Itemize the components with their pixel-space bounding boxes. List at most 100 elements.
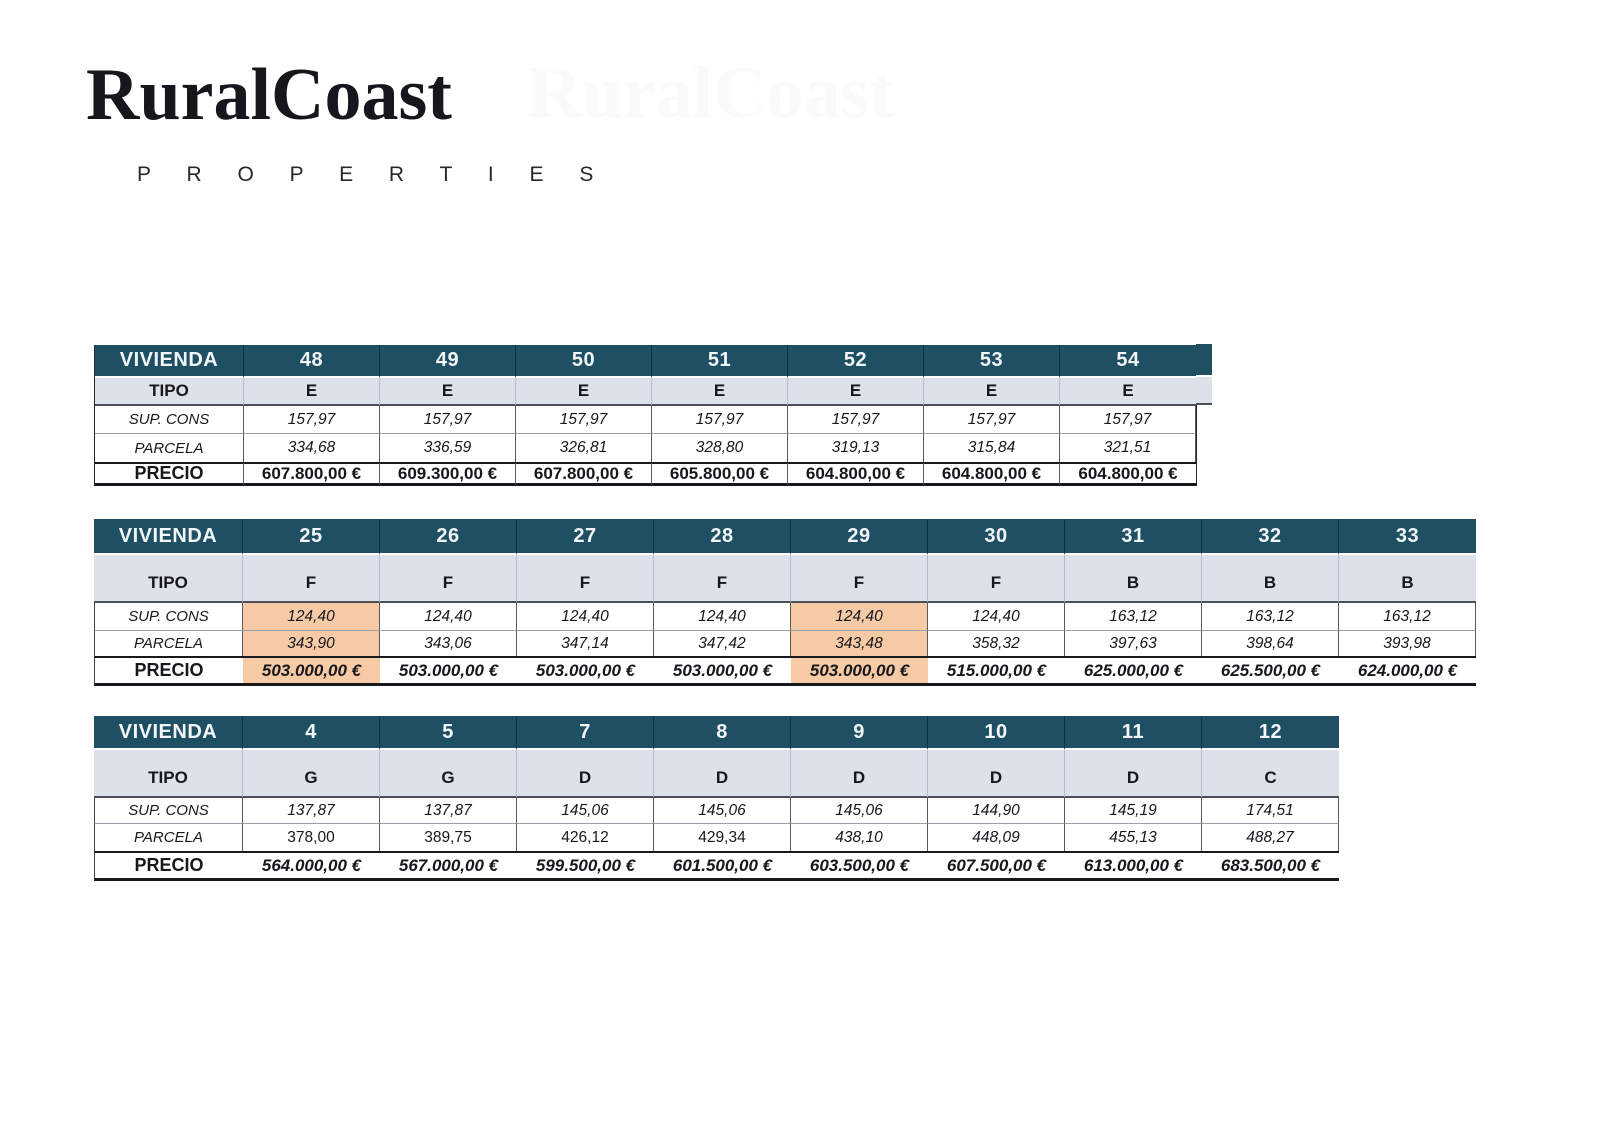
table-viviendas-25-33-label-vivienda: VIVIENDA bbox=[94, 519, 243, 555]
table-viviendas-4-12-label-tipo: TIPO bbox=[94, 750, 243, 798]
table-viviendas-25-33-v32-tipo: B bbox=[1202, 555, 1339, 603]
table-viviendas-4-12-v9-parcela: 438,10 bbox=[791, 824, 928, 851]
table-viviendas-4-12-v8-tipo: D bbox=[654, 750, 791, 798]
table-viviendas-25-33-v25-precio: 503.000,00 € bbox=[243, 656, 380, 686]
table-viviendas-48-54-v51-precio: 605.800,00 € bbox=[652, 462, 788, 486]
table-viviendas-25-33-v26-vivienda: 26 bbox=[380, 519, 517, 555]
table-viviendas-4-12-v4-vivienda: 4 bbox=[243, 716, 380, 750]
table-viviendas-48-54-v54-sup_cons: 157,97 bbox=[1060, 406, 1196, 434]
table-viviendas-4-12-v7-parcela: 426,12 bbox=[517, 824, 654, 851]
table-viviendas-48-54-v52-tipo: E bbox=[788, 378, 924, 406]
table-viviendas-4-12-v4-precio: 564.000,00 € bbox=[243, 851, 380, 881]
table-viviendas-48-54-v49-precio: 609.300,00 € bbox=[380, 462, 516, 486]
table-viviendas-48-54-v53-vivienda: 53 bbox=[924, 345, 1060, 378]
table-viviendas-25-33-v33-parcela: 393,98 bbox=[1339, 631, 1476, 656]
table-viviendas-25-33-v33-sup_cons: 163,12 bbox=[1339, 603, 1476, 631]
table-viviendas-48-54: VIVIENDA 48 49 50 51 52 53 54 TIPO E E E E E E E SUP. CO… bbox=[94, 344, 1212, 486]
table-viviendas-25-33-v31-vivienda: 31 bbox=[1065, 519, 1202, 555]
table-viviendas-25-33-v30-parcela: 358,32 bbox=[928, 631, 1065, 656]
table-viviendas-4-12-v11-parcela: 455,13 bbox=[1065, 824, 1202, 851]
table-viviendas-4-12-v9-precio: 603.500,00 € bbox=[791, 851, 928, 881]
table-viviendas-4-12-v9-vivienda: 9 bbox=[791, 716, 928, 750]
table-viviendas-48-54-label-tipo: TIPO bbox=[95, 378, 244, 406]
table-viviendas-25-33-v28-tipo: F bbox=[654, 555, 791, 603]
table-viviendas-4-12-label-parcela: PARCELA bbox=[94, 824, 243, 851]
table-viviendas-4-12-v7-precio: 599.500,00 € bbox=[517, 851, 654, 881]
table-viviendas-4-12-v12-tipo: C bbox=[1202, 750, 1339, 798]
table-viviendas-4-12-v11-sup_cons: 145,19 bbox=[1065, 798, 1202, 824]
table-viviendas-4-12-v5-precio: 567.000,00 € bbox=[380, 851, 517, 881]
brand-watermark: RuralCoast bbox=[528, 52, 894, 134]
table-viviendas-25-33-label-tipo: TIPO bbox=[94, 555, 243, 603]
table-viviendas-48-54-v52-sup_cons: 157,97 bbox=[788, 406, 924, 434]
table-viviendas-25-33-v30-vivienda: 30 bbox=[928, 519, 1065, 555]
table-viviendas-4-12-v7-tipo: D bbox=[517, 750, 654, 798]
table-viviendas-25-33-v29-sup_cons: 124,40 bbox=[791, 603, 928, 631]
table-viviendas-48-54-v50-sup_cons: 157,97 bbox=[516, 406, 652, 434]
table-viviendas-25-33-v28-sup_cons: 124,40 bbox=[654, 603, 791, 631]
table-viviendas-25-33-v33-precio: 624.000,00 € bbox=[1339, 656, 1476, 686]
table-viviendas-4-12-v9-sup_cons: 145,06 bbox=[791, 798, 928, 824]
table-viviendas-48-54-v49-tipo: E bbox=[380, 378, 516, 406]
table-viviendas-48-54-label-sup_cons: SUP. CONS bbox=[95, 406, 244, 434]
table-viviendas-4-12-v7-vivienda: 7 bbox=[517, 716, 654, 750]
table-viviendas-25-33-v26-precio: 503.000,00 € bbox=[380, 656, 517, 686]
table-viviendas-48-54-v54-precio: 604.800,00 € bbox=[1060, 462, 1196, 486]
table-viviendas-25-33-v29-parcela: 343,48 bbox=[791, 631, 928, 656]
table-viviendas-4-12-v9-tipo: D bbox=[791, 750, 928, 798]
table-viviendas-4-12-label-sup_cons: SUP. CONS bbox=[94, 798, 243, 824]
table-viviendas-48-54-v48-sup_cons: 157,97 bbox=[244, 406, 380, 434]
table-viviendas-25-33-v33-tipo: B bbox=[1339, 555, 1476, 603]
table-viviendas-48-54-v50-precio: 607.800,00 € bbox=[516, 462, 652, 486]
table-viviendas-25-33-v25-parcela: 343,90 bbox=[243, 631, 380, 656]
table-viviendas-4-12-v10-sup_cons: 144,90 bbox=[928, 798, 1065, 824]
table-viviendas-25-33-v33-vivienda: 33 bbox=[1339, 519, 1476, 555]
table-viviendas-48-54-v48-precio: 607.800,00 € bbox=[244, 462, 380, 486]
table-viviendas-48-54-v52-precio: 604.800,00 € bbox=[788, 462, 924, 486]
table-viviendas-4-12-v10-vivienda: 10 bbox=[928, 716, 1065, 750]
table-viviendas-25-33-v30-sup_cons: 124,40 bbox=[928, 603, 1065, 631]
table-viviendas-48-54-v52-vivienda: 52 bbox=[788, 345, 924, 378]
table-viviendas-48-54-v54-parcela: 321,51 bbox=[1060, 434, 1196, 462]
table-viviendas-48-54-v49-parcela: 336,59 bbox=[380, 434, 516, 462]
table-viviendas-48-54-v49-sup_cons: 157,97 bbox=[380, 406, 516, 434]
table-viviendas-48-54-v51-parcela: 328,80 bbox=[652, 434, 788, 462]
table-viviendas-25-33-v25-tipo: F bbox=[243, 555, 380, 603]
table-viviendas-4-12-v12-parcela: 488,27 bbox=[1202, 824, 1339, 851]
table-viviendas-48-54-v51-vivienda: 51 bbox=[652, 345, 788, 378]
table-viviendas-48-54-label-precio: PRECIO bbox=[95, 462, 244, 486]
table-viviendas-25-33-v29-tipo: F bbox=[791, 555, 928, 603]
brand-logo-subtitle: P R O P E R T I E S bbox=[137, 163, 609, 186]
table-viviendas-4-12-v5-sup_cons: 137,87 bbox=[380, 798, 517, 824]
table-viviendas-4-12-v12-vivienda: 12 bbox=[1202, 716, 1339, 750]
table-viviendas-4-12-v4-sup_cons: 137,87 bbox=[243, 798, 380, 824]
table-viviendas-25-33-v31-parcela: 397,63 bbox=[1065, 631, 1202, 656]
table-viviendas-48-54-v52-parcela: 319,13 bbox=[788, 434, 924, 462]
table-viviendas-25-33-label-precio: PRECIO bbox=[94, 656, 243, 686]
table-viviendas-25-33-v32-parcela: 398,64 bbox=[1202, 631, 1339, 656]
table-viviendas-25-33-v32-precio: 625.500,00 € bbox=[1202, 656, 1339, 686]
table-viviendas-25-33-v26-tipo: F bbox=[380, 555, 517, 603]
table-viviendas-4-12-v8-sup_cons: 145,06 bbox=[654, 798, 791, 824]
table-viviendas-25-33-v29-vivienda: 29 bbox=[791, 519, 928, 555]
table-viviendas-48-54-v53-tipo: E bbox=[924, 378, 1060, 406]
table-viviendas-25-33-label-sup_cons: SUP. CONS bbox=[94, 603, 243, 631]
table-viviendas-25-33-v28-parcela: 347,42 bbox=[654, 631, 791, 656]
table-viviendas-25-33-v27-sup_cons: 124,40 bbox=[517, 603, 654, 631]
table-viviendas-48-54-label-parcela: PARCELA bbox=[95, 434, 244, 462]
table-viviendas-25-33-v27-tipo: F bbox=[517, 555, 654, 603]
table-viviendas-25-33-v27-parcela: 347,14 bbox=[517, 631, 654, 656]
table-viviendas-4-12-label-precio: PRECIO bbox=[94, 851, 243, 881]
table-viviendas-25-33-v25-vivienda: 25 bbox=[243, 519, 380, 555]
table-viviendas-48-54-v51-sup_cons: 157,97 bbox=[652, 406, 788, 434]
table-viviendas-4-12-v8-precio: 601.500,00 € bbox=[654, 851, 791, 881]
table-viviendas-48-54-v53-sup_cons: 157,97 bbox=[924, 406, 1060, 434]
table-viviendas-48-54-v51-tipo: E bbox=[652, 378, 788, 406]
table-viviendas-4-12-v8-vivienda: 8 bbox=[654, 716, 791, 750]
brand-logo: RuralCoast bbox=[86, 54, 452, 136]
table-viviendas-4-12-v8-parcela: 429,34 bbox=[654, 824, 791, 851]
table-viviendas-25-33-v30-tipo: F bbox=[928, 555, 1065, 603]
table-viviendas-25-33-v32-sup_cons: 163,12 bbox=[1202, 603, 1339, 631]
table-viviendas-25-33-v28-precio: 503.000,00 € bbox=[654, 656, 791, 686]
table-viviendas-4-12-v5-tipo: G bbox=[380, 750, 517, 798]
